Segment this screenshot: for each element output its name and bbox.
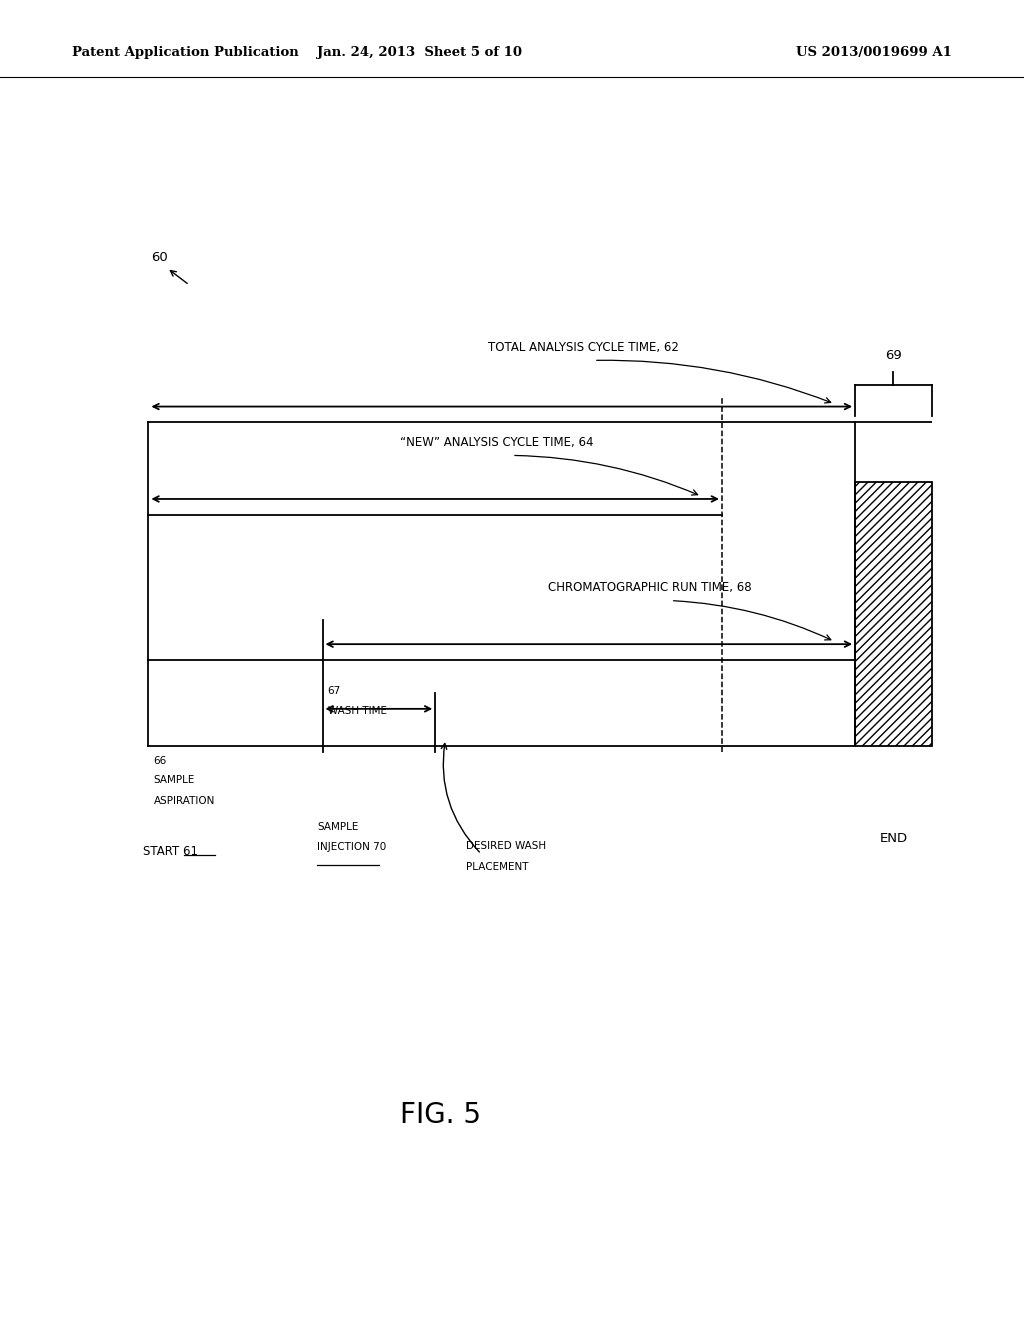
Text: SAMPLE: SAMPLE <box>154 775 195 785</box>
Text: TOTAL ANALYSIS CYCLE TIME, 62: TOTAL ANALYSIS CYCLE TIME, 62 <box>488 341 679 354</box>
Text: 66: 66 <box>154 756 167 767</box>
Text: 69: 69 <box>885 348 902 362</box>
Text: START 61: START 61 <box>143 845 199 858</box>
Text: Jan. 24, 2013  Sheet 5 of 10: Jan. 24, 2013 Sheet 5 of 10 <box>317 46 522 59</box>
Text: FIG. 5: FIG. 5 <box>399 1101 481 1130</box>
Text: “NEW” ANALYSIS CYCLE TIME, 64: “NEW” ANALYSIS CYCLE TIME, 64 <box>400 436 593 449</box>
Text: DESIRED WASH: DESIRED WASH <box>466 841 546 851</box>
Text: END: END <box>880 832 907 845</box>
Text: ASPIRATION: ASPIRATION <box>154 796 215 807</box>
Bar <box>855 482 932 746</box>
Text: CHROMATOGRAPHIC RUN TIME, 68: CHROMATOGRAPHIC RUN TIME, 68 <box>549 581 752 594</box>
Text: 60: 60 <box>152 251 168 264</box>
Text: Patent Application Publication: Patent Application Publication <box>72 46 298 59</box>
Text: INJECTION 70: INJECTION 70 <box>317 842 387 853</box>
Text: SAMPLE: SAMPLE <box>317 822 358 833</box>
Text: 67: 67 <box>328 685 341 696</box>
Text: PLACEMENT: PLACEMENT <box>466 862 528 873</box>
Text: WASH TIME: WASH TIME <box>328 706 387 717</box>
Text: US 2013/0019699 A1: US 2013/0019699 A1 <box>797 46 952 59</box>
